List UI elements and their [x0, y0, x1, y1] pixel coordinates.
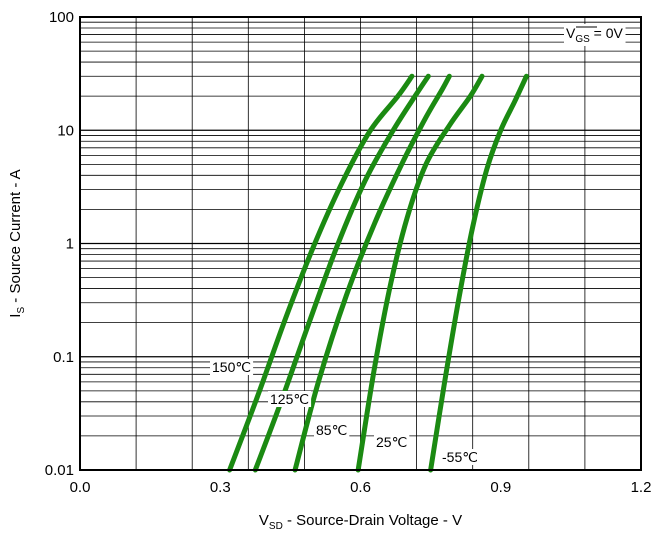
- x-axis-label-sub: SD: [269, 521, 283, 532]
- series-line: [227, 73, 415, 473]
- grid: [80, 17, 641, 470]
- vgs-annotation-text: VGS = 0V: [566, 25, 624, 45]
- curve-labels: 150℃ 125℃ 85℃ 25℃ -55℃: [210, 359, 480, 465]
- y-tick-label: 1: [66, 236, 74, 253]
- curve-label: 150℃: [212, 359, 251, 375]
- curve-label: 125℃: [270, 391, 309, 407]
- vgs-annotation-sub: GS: [575, 34, 590, 45]
- vgs-annotation-rest: = 0V: [590, 25, 624, 41]
- x-axis-label-main: V: [259, 512, 269, 529]
- curve-label: 85℃: [316, 422, 347, 438]
- series-line: [355, 73, 485, 473]
- y-tick-label: 0.1: [53, 349, 74, 366]
- y-tick-label: 100: [49, 9, 74, 26]
- y-axis-label-main: I: [7, 314, 24, 318]
- series-line: [292, 73, 452, 473]
- x-axis-label-rest: - Source-Drain Voltage - V: [283, 512, 462, 529]
- tick-labels: 0.0 0.3 0.6 0.9 1.2 0.01 0.1 1 10 100: [45, 9, 652, 496]
- y-axis-label: IS - Source Current - A: [7, 169, 27, 317]
- y-tick-label: 10: [57, 122, 74, 139]
- series-line: [428, 73, 529, 473]
- curve-label-bg: [314, 422, 350, 438]
- x-tick-label: 0.0: [70, 479, 91, 496]
- x-tick-label: 0.3: [210, 479, 231, 496]
- x-tick-label: 0.6: [350, 479, 371, 496]
- curve-label-bg: [440, 449, 480, 465]
- vgs-annotation: VGS = 0V: [564, 24, 626, 46]
- curve-label: -55℃: [442, 449, 478, 465]
- curve-label-bg: [374, 434, 410, 450]
- plot-frame: [79, 16, 642, 471]
- curve-label-bg: [210, 359, 254, 375]
- vgs-annotation-main: V: [566, 25, 576, 41]
- x-axis-label: VSD - Source-Drain Voltage - V: [259, 512, 462, 532]
- x-tick-label: 0.9: [490, 479, 511, 496]
- y-axis-label-rest: - Source Current - A: [7, 169, 24, 307]
- curve-label: 25℃: [376, 434, 407, 450]
- y-axis-label-sub: S: [16, 307, 27, 314]
- y-tick-label: 0.01: [45, 462, 74, 479]
- curve-label-bg: [268, 391, 312, 407]
- x-tick-label: 1.2: [631, 479, 652, 496]
